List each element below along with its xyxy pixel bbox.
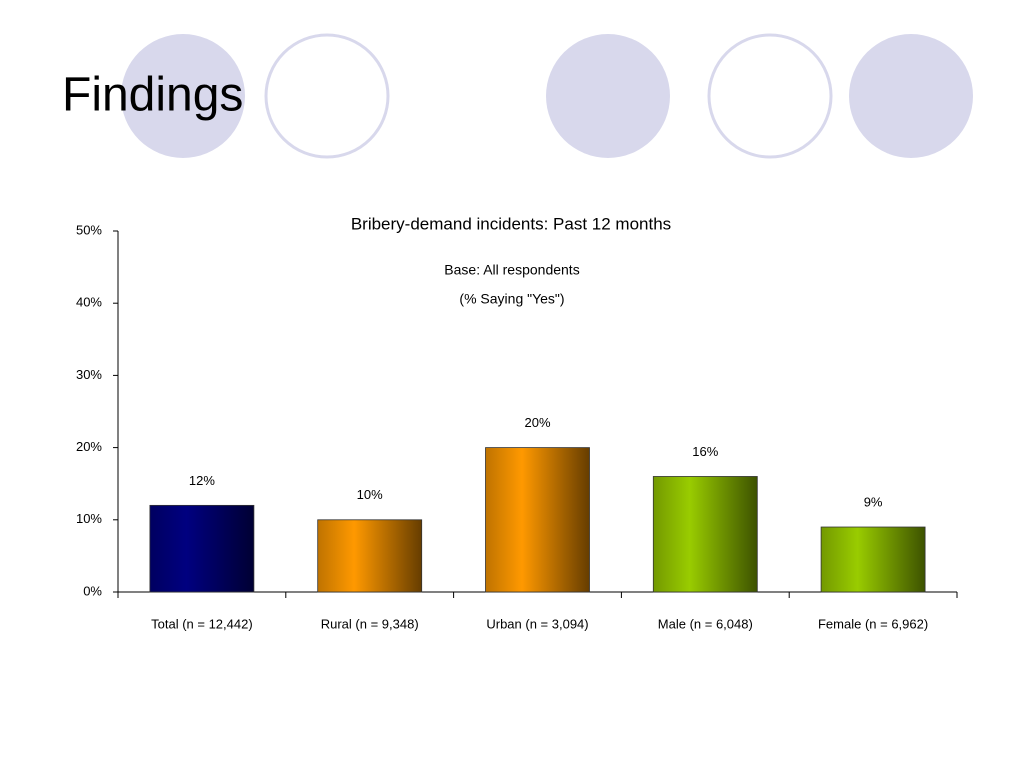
value-label: 20% <box>524 415 550 430</box>
x-tick-label: Urban (n = 3,094) <box>486 616 588 631</box>
chart-subtitle: (% Saying "Yes") <box>459 291 564 307</box>
bar <box>317 519 423 593</box>
value-label: 10% <box>357 487 383 502</box>
decor-circle <box>849 34 973 158</box>
x-tick-label: Total (n = 12,442) <box>151 616 253 631</box>
value-label: 9% <box>864 494 883 509</box>
decor-circle <box>546 34 670 158</box>
bar <box>652 476 758 593</box>
y-tick-label: 40% <box>76 295 102 310</box>
y-tick-label: 0% <box>83 583 102 598</box>
bar <box>820 526 926 593</box>
bar <box>485 447 590 593</box>
decor-circle <box>707 33 833 159</box>
y-tick-label: 30% <box>76 367 102 382</box>
x-tick-label: Female (n = 6,962) <box>818 616 928 631</box>
slide-title: Findings <box>62 69 243 122</box>
y-tick-label: 50% <box>76 222 102 237</box>
y-tick-label: 10% <box>76 511 102 526</box>
decor-circle <box>121 34 245 158</box>
x-tick-label: Rural (n = 9,348) <box>321 616 419 631</box>
chart-title: Bribery-demand incidents: Past 12 months <box>351 214 671 233</box>
y-tick-label: 20% <box>76 439 102 454</box>
bar <box>149 504 255 593</box>
x-tick-label: Male (n = 6,048) <box>658 616 753 631</box>
decor-circle <box>264 33 390 159</box>
value-label: 12% <box>189 473 215 488</box>
chart-subtitle: Base: All respondents <box>444 262 579 278</box>
value-label: 16% <box>692 444 718 459</box>
